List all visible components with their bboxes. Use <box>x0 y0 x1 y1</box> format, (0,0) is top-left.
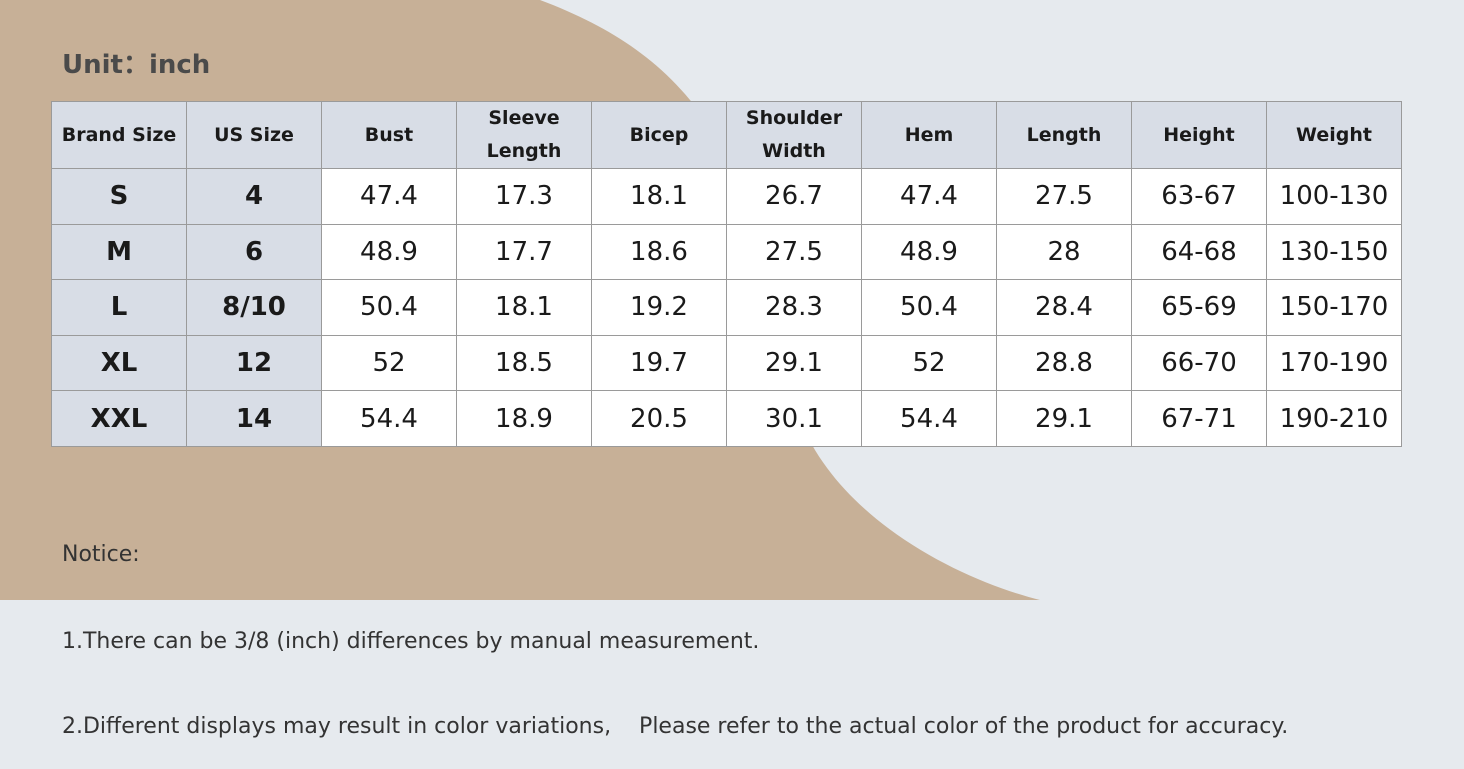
value-cell: 54.4 <box>321 390 457 447</box>
value-cell: 50.4 <box>861 279 997 336</box>
value-cell: 26.7 <box>726 168 862 225</box>
size-cell: M <box>51 223 187 281</box>
value-cell: 27.5 <box>726 223 862 281</box>
size-cell: 12 <box>186 334 322 392</box>
header-cell: Bust <box>321 101 457 169</box>
value-cell: 47.4 <box>321 168 457 225</box>
notice-line: 1.There can be 3/8 (inch) differences by… <box>62 629 760 654</box>
value-cell: 63-67 <box>1131 168 1267 225</box>
value-cell: 18.1 <box>456 279 592 336</box>
value-cell: 65-69 <box>1131 279 1267 336</box>
value-cell: 28.8 <box>996 334 1132 392</box>
table-row: M 6 48.9 17.7 18.6 27.5 48.9 28 64-68 130-150 <box>51 223 1402 281</box>
value-cell: 17.3 <box>456 168 592 225</box>
size-cell: 6 <box>186 223 322 281</box>
size-cell: 8/10 <box>186 279 322 336</box>
header-cell: US Size <box>186 101 322 169</box>
table-row: XXL 14 54.4 18.9 20.5 30.1 54.4 29.1 67-71 190-21… <box>51 390 1402 447</box>
header-cell: Height <box>1131 101 1267 169</box>
value-cell: 50.4 <box>321 279 457 336</box>
value-cell: 64-68 <box>1131 223 1267 281</box>
table-row: L 8/10 50.4 18.1 19.2 28.3 50.4 28.4 65-69 150-17… <box>51 279 1402 336</box>
value-cell: 150-170 <box>1266 279 1402 336</box>
value-cell: 52 <box>321 334 457 392</box>
header-cell: Shoulder Width <box>726 101 862 169</box>
table-body: S 4 47.4 17.3 18.1 26.7 47.4 27.5 63-67 100-130 M 6… <box>51 168 1402 447</box>
value-cell: 130-150 <box>1266 223 1402 281</box>
page: Unit：inch Brand Size US Size Bust Sleeve Le… <box>0 0 1402 739</box>
size-cell: XXL <box>51 390 187 447</box>
size-cell: XL <box>51 334 187 392</box>
value-cell: 18.6 <box>591 223 727 281</box>
size-cell: L <box>51 279 187 336</box>
value-cell: 18.1 <box>591 168 727 225</box>
notice-heading: Notice: <box>62 542 140 567</box>
value-cell: 170-190 <box>1266 334 1402 392</box>
value-cell: 100-130 <box>1266 168 1402 225</box>
table-row: XL 12 52 18.5 19.7 29.1 52 28.8 66-70 170-190 <box>51 334 1402 392</box>
size-cell: 4 <box>186 168 322 225</box>
value-cell: 27.5 <box>996 168 1132 225</box>
value-cell: 47.4 <box>861 168 997 225</box>
size-cell: 14 <box>186 390 322 447</box>
unit-title: Unit：inch <box>62 50 211 80</box>
header-cell: Brand Size <box>51 101 187 169</box>
value-cell: 28.3 <box>726 279 862 336</box>
header-cell: Weight <box>1266 101 1402 169</box>
header-row: Brand Size US Size Bust Sleeve Length Bicep S… <box>51 101 1402 169</box>
table-row: S 4 47.4 17.3 18.1 26.7 47.4 27.5 63-67 100-130 <box>51 168 1402 225</box>
value-cell: 66-70 <box>1131 334 1267 392</box>
value-cell: 48.9 <box>321 223 457 281</box>
notice-line: 2.Different displays may result in color… <box>62 714 1289 739</box>
value-cell: 28 <box>996 223 1132 281</box>
value-cell: 18.5 <box>456 334 592 392</box>
header-cell: Bicep <box>591 101 727 169</box>
value-cell: 54.4 <box>861 390 997 447</box>
value-cell: 20.5 <box>591 390 727 447</box>
header-cell: Hem <box>861 101 997 169</box>
value-cell: 48.9 <box>861 223 997 281</box>
value-cell: 19.2 <box>591 279 727 336</box>
value-cell: 28.4 <box>996 279 1132 336</box>
value-cell: 190-210 <box>1266 390 1402 447</box>
value-cell: 29.1 <box>726 334 862 392</box>
value-cell: 30.1 <box>726 390 862 447</box>
header-cell: Sleeve Length <box>456 101 592 169</box>
header-cell: Length <box>996 101 1132 169</box>
notice: Notice: 1.There can be 3/8 (inch) differ… <box>62 482 1288 769</box>
value-cell: 52 <box>861 334 997 392</box>
value-cell: 29.1 <box>996 390 1132 447</box>
size-cell: S <box>51 168 187 225</box>
value-cell: 17.7 <box>456 223 592 281</box>
size-table: Brand Size US Size Bust Sleeve Length Bicep S… <box>51 101 1402 447</box>
value-cell: 18.9 <box>456 390 592 447</box>
value-cell: 67-71 <box>1131 390 1267 447</box>
value-cell: 19.7 <box>591 334 727 392</box>
